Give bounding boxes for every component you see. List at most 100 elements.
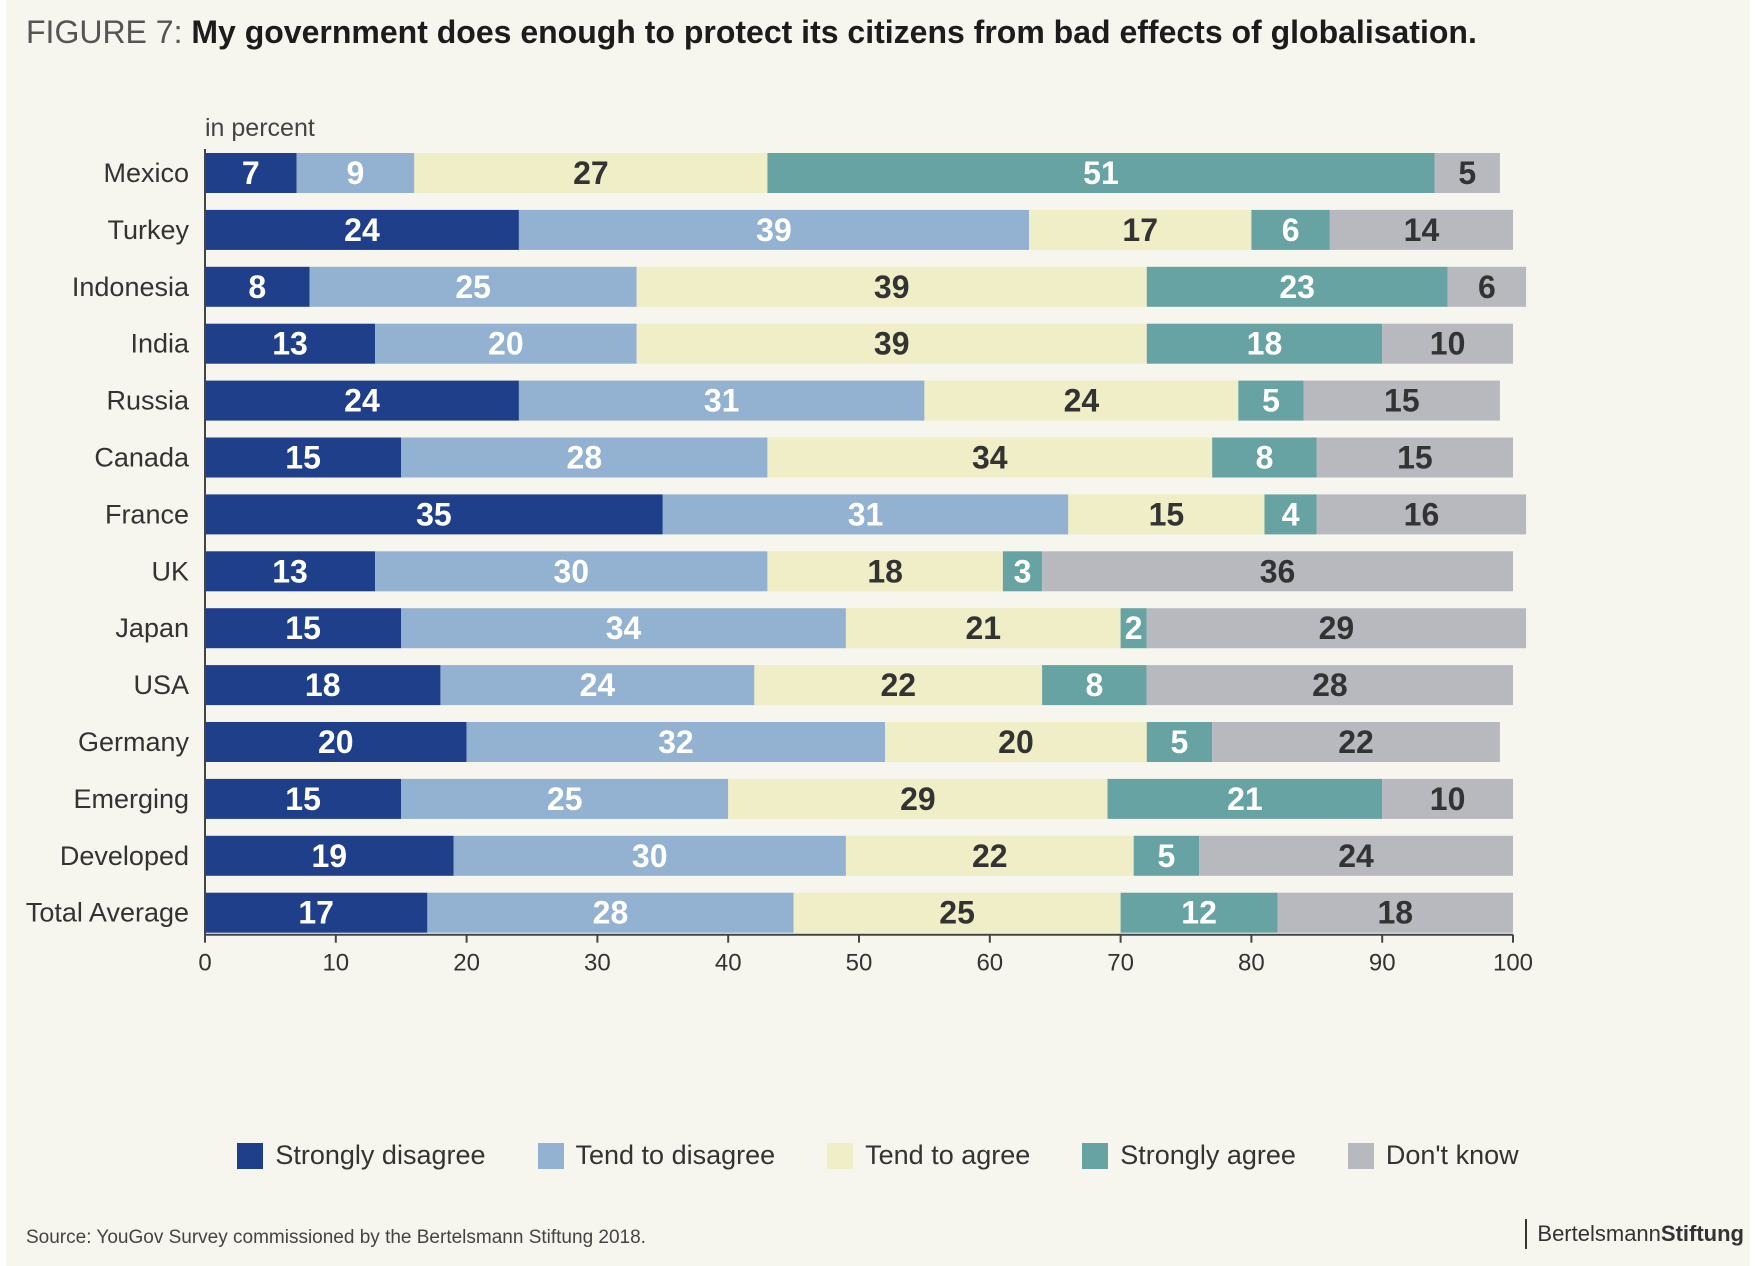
data-label-tend-to-disagree-japan: 34 [606, 610, 642, 646]
category-label-turkey: Turkey [107, 215, 189, 245]
bar-segment-don-t-know-turkey [1329, 209, 1513, 250]
category-label-russia: Russia [106, 386, 190, 416]
data-label-strongly-agree-uk: 3 [1014, 553, 1032, 589]
legend-item-tend-to-agree: Tend to agree [827, 1140, 1030, 1171]
category-label-germany: Germany [78, 727, 190, 757]
bar-segment-tend-to-disagree-turkey [518, 209, 1030, 250]
data-label-strongly-agree-mexico: 51 [1083, 155, 1119, 191]
data-label-tend-to-agree-mexico: 27 [573, 155, 609, 191]
bar-segment-strongly-agree-france [1264, 494, 1317, 535]
bar-segment-strongly-agree-canada [1212, 437, 1317, 478]
bar-segment-don-t-know-france [1316, 494, 1527, 535]
bar-segment-don-t-know-indonesia [1447, 266, 1527, 307]
bar-segment-strongly-agree-emerging [1107, 778, 1383, 819]
data-label-tend-to-agree-emerging: 29 [900, 781, 936, 817]
data-label-strongly-disagree-indonesia: 8 [248, 269, 266, 305]
x-tick-label-40: 40 [715, 950, 742, 977]
x-tick-label-80: 80 [1238, 950, 1265, 977]
legend-item-strongly-disagree: Strongly disagree [237, 1140, 486, 1171]
legend-label-strongly-agree: Strongly agree [1120, 1140, 1296, 1170]
data-label-strongly-agree-india: 18 [1247, 326, 1283, 362]
x-tick-label-50: 50 [846, 950, 873, 977]
bar-segment-strongly-disagree-germany [205, 722, 467, 762]
data-label-tend-to-disagree-canada: 28 [567, 440, 603, 476]
bar-segment-strongly-agree-russia [1238, 380, 1304, 421]
data-label-tend-to-agree-japan: 21 [965, 610, 1001, 646]
bar-segment-strongly-agree-japan [1120, 608, 1147, 649]
bar-segment-don-t-know-canada [1316, 437, 1513, 478]
bar-segment-strongly-disagree-uk [205, 551, 376, 592]
data-label-tend-to-agree-india: 39 [874, 326, 910, 362]
bar-segment-tend-to-agree-total-average [793, 892, 1121, 933]
x-tick-label-70: 70 [1107, 950, 1134, 977]
bar-segment-tend-to-disagree-usa [440, 665, 755, 706]
data-label-strongly-disagree-india: 13 [272, 326, 308, 362]
data-label-strongly-agree-emerging: 21 [1227, 781, 1263, 817]
data-label-don-t-know-germany: 22 [1338, 724, 1374, 760]
category-label-emerging: Emerging [73, 784, 189, 814]
data-label-tend-to-agree-russia: 24 [1064, 383, 1100, 419]
data-label-strongly-agree-russia: 5 [1262, 383, 1280, 419]
data-label-tend-to-disagree-usa: 24 [580, 667, 616, 703]
category-label-developed: Developed [60, 841, 189, 871]
bar-segment-strongly-agree-indonesia [1146, 266, 1448, 307]
bar-segment-don-t-know-russia [1303, 380, 1500, 421]
bar-segment-don-t-know-germany [1212, 722, 1500, 762]
legend-swatch-don-t-know [1347, 1142, 1374, 1169]
data-label-strongly-disagree-emerging: 15 [285, 781, 321, 817]
bar-segment-strongly-disagree-usa [205, 665, 441, 706]
data-label-tend-to-agree-germany: 20 [998, 724, 1034, 760]
legend-item-don-t-know: Don't know [1347, 1140, 1519, 1171]
data-label-strongly-disagree-developed: 19 [311, 838, 347, 874]
bar-segment-strongly-disagree-turkey [205, 209, 519, 250]
x-tick-label-60: 60 [976, 950, 1003, 977]
legend-swatch-strongly-agree [1082, 1142, 1109, 1169]
data-label-don-t-know-france: 16 [1404, 496, 1440, 532]
category-label-france: France [105, 499, 189, 529]
x-tick-label-100: 100 [1493, 950, 1533, 977]
bar-segment-strongly-disagree-developed [205, 835, 454, 876]
bar-segment-don-t-know-japan [1146, 608, 1527, 649]
bar-segment-strongly-agree-turkey [1251, 209, 1330, 250]
data-label-strongly-disagree-mexico: 7 [242, 155, 260, 191]
data-label-strongly-disagree-total-average: 17 [298, 895, 334, 931]
bar-segment-tend-to-agree-france [1068, 494, 1265, 535]
source-note: Source: YouGov Survey commissioned by th… [26, 1227, 646, 1248]
data-label-tend-to-agree-france: 15 [1149, 496, 1185, 532]
data-label-strongly-agree-canada: 8 [1256, 440, 1274, 476]
data-label-tend-to-agree-usa: 22 [880, 667, 916, 703]
brand-name-bold: Stiftung [1660, 1221, 1744, 1246]
unit-label: in percent [205, 114, 315, 142]
legend-swatch-strongly-disagree [237, 1142, 264, 1169]
figure-number: FIGURE 7: [26, 14, 183, 50]
bar-segment-strongly-disagree-mexico [205, 153, 297, 193]
data-label-strongly-disagree-france: 35 [416, 496, 452, 532]
data-label-strongly-agree-developed: 5 [1157, 838, 1175, 874]
data-label-tend-to-disagree-total-average: 28 [593, 895, 629, 931]
bar-segment-strongly-agree-developed [1133, 835, 1200, 876]
data-label-tend-to-agree-turkey: 17 [1122, 212, 1158, 248]
data-label-tend-to-disagree-russia: 31 [704, 383, 740, 419]
category-label-indonesia: Indonesia [72, 272, 190, 302]
data-label-strongly-agree-indonesia: 23 [1279, 269, 1315, 305]
data-label-tend-to-disagree-france: 31 [848, 496, 884, 532]
bar-segment-strongly-agree-total-average [1120, 892, 1278, 933]
data-label-don-t-know-canada: 15 [1397, 440, 1433, 476]
data-label-tend-to-disagree-germany: 32 [658, 724, 694, 760]
bar-segment-strongly-disagree-indonesia [205, 266, 310, 307]
bar-segment-don-t-know-total-average [1277, 892, 1513, 933]
legend-item-strongly-agree: Strongly agree [1082, 1140, 1296, 1171]
data-label-strongly-disagree-turkey: 24 [344, 212, 380, 248]
bar-segment-strongly-agree-uk [1002, 551, 1043, 592]
bar-segment-tend-to-disagree-japan [401, 608, 846, 649]
category-label-usa: USA [133, 670, 189, 700]
bar-segment-strongly-disagree-russia [205, 380, 519, 421]
x-tick-label-0: 0 [198, 950, 211, 977]
bar-segment-strongly-agree-germany [1146, 722, 1213, 762]
bar-segment-tend-to-disagree-developed [453, 835, 846, 876]
data-label-tend-to-agree-canada: 34 [972, 440, 1008, 476]
bar-segment-strongly-agree-usa [1042, 665, 1147, 706]
bar-segment-tend-to-agree-usa [754, 665, 1043, 706]
category-label-japan: Japan [115, 613, 189, 643]
legend-label-strongly-disagree: Strongly disagree [275, 1140, 486, 1170]
